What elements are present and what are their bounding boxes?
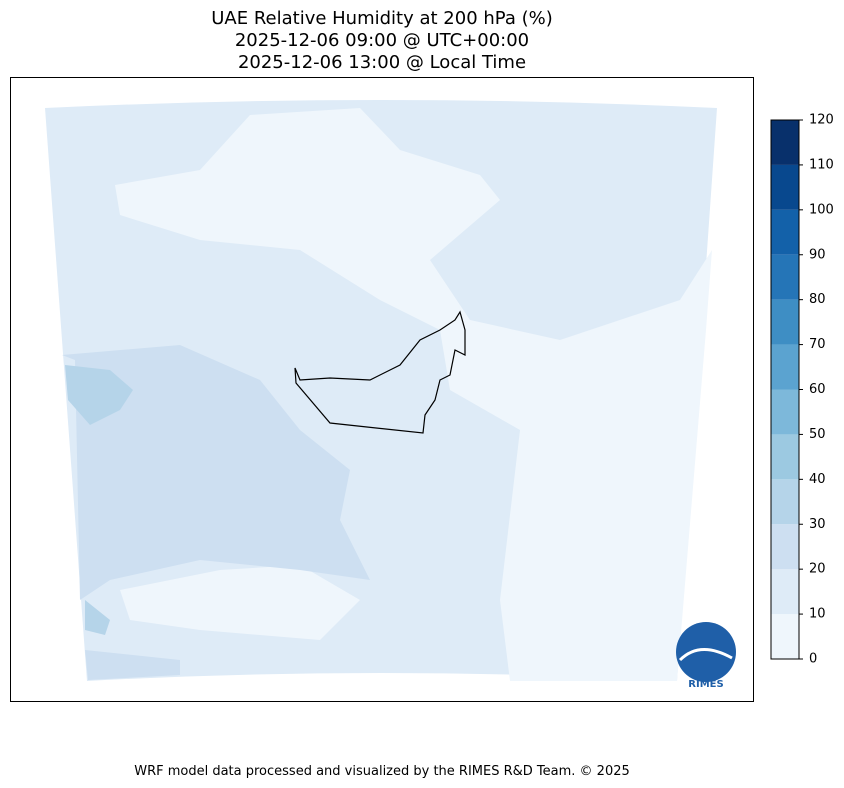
field-level <box>65 365 133 425</box>
logo-circle <box>676 622 736 682</box>
uae-border <box>294 310 466 434</box>
colorbar-tick-label: 60 <box>809 382 826 397</box>
colorbar-bin <box>771 479 799 525</box>
colorbar-tick-label: 110 <box>809 157 834 172</box>
colorbar-tick-label: 10 <box>809 607 826 622</box>
field-level <box>85 650 180 680</box>
colorbar-bin <box>771 209 799 255</box>
colorbar-tick-label: 0 <box>809 652 817 667</box>
colorbar-tick-label: 80 <box>809 292 826 307</box>
field-level <box>62 345 370 600</box>
colorbar-bin <box>771 120 799 165</box>
colorbar-bin <box>771 254 799 300</box>
footer: WRF model data processed and visualized … <box>134 764 630 779</box>
colorbar-bin <box>771 434 799 480</box>
colorbar-tick-label: 100 <box>809 202 834 217</box>
colorbar-tick-label: 30 <box>809 517 826 532</box>
colorbar-bin <box>771 164 799 210</box>
field-level <box>85 600 110 635</box>
colorbar-bin <box>771 299 799 345</box>
humidity-field <box>45 100 717 681</box>
colorbar: 0 10 20 30 40 50 60 70 80 90 100 110 120 <box>770 113 834 667</box>
colorbar-bin <box>771 524 799 570</box>
logo-text: RIMES <box>688 679 723 690</box>
colorbar-tick-label: 70 <box>809 337 826 352</box>
colorbar-tick-label: 40 <box>809 472 826 487</box>
title-line: 2025-12-06 09:00 @ UTC+00:00 <box>235 30 529 51</box>
colorbar-tick-label: 20 <box>809 562 826 577</box>
logo-wave <box>678 648 733 662</box>
title-line: UAE Relative Humidity at 200 hPa (%) <box>211 8 552 29</box>
colorbar-tick-label: 120 <box>809 113 834 128</box>
colorbar-bin <box>771 614 799 659</box>
colorbar-bin <box>771 569 799 615</box>
colorbar-tick-label: 90 <box>809 247 826 262</box>
field-level <box>115 108 712 681</box>
title-line: 2025-12-06 13:00 @ Local Time <box>238 52 526 73</box>
logo: RIMES <box>676 622 736 690</box>
colorbar-bin <box>771 344 799 390</box>
field-level <box>120 565 360 640</box>
colorbar-tick-label: 50 <box>809 427 826 442</box>
colorbar-bin <box>771 389 799 435</box>
